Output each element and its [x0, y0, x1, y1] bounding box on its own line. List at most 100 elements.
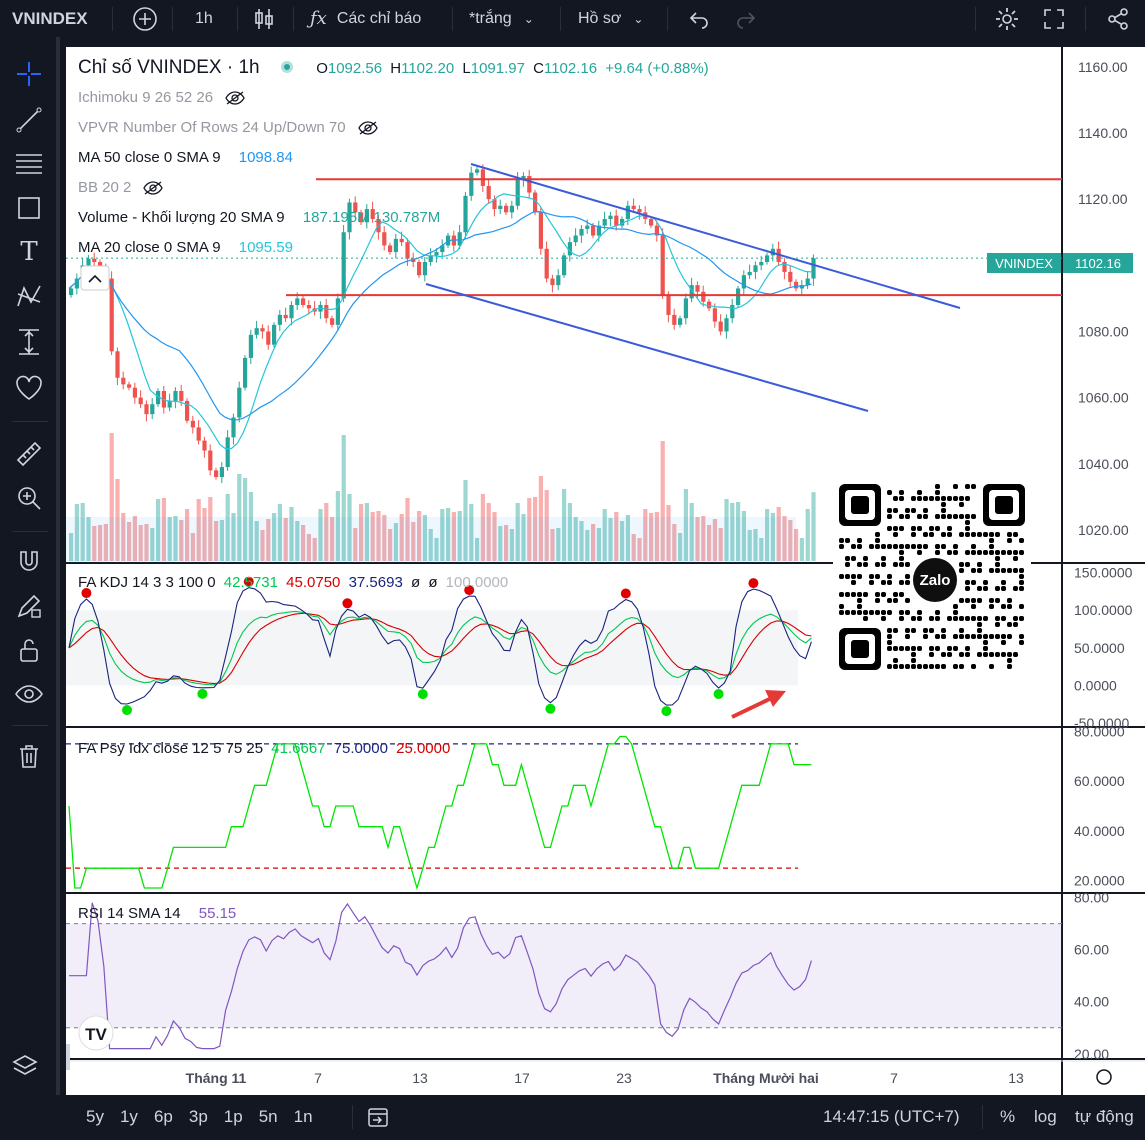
- fib-tool[interactable]: [10, 145, 48, 183]
- axis-settings-icon[interactable]: [1096, 1069, 1112, 1085]
- crosshair-tool[interactable]: [10, 55, 48, 93]
- qr-module: [899, 526, 904, 531]
- collapse-legend-button[interactable]: [80, 265, 110, 291]
- fullscreen-button[interactable]: [1042, 0, 1066, 37]
- pattern-tool[interactable]: [10, 277, 48, 315]
- undo-button[interactable]: [688, 0, 710, 37]
- log-toggle[interactable]: log: [1034, 1107, 1057, 1127]
- clock[interactable]: 14:47:15 (UTC+7): [823, 1107, 960, 1127]
- eye-off-icon[interactable]: [357, 121, 378, 135]
- range-button-6p[interactable]: 6p: [153, 1107, 173, 1126]
- psy-lower-value: 25.0000: [396, 740, 451, 757]
- symbol-label: VNINDEX: [12, 8, 88, 28]
- qr-module: [887, 544, 892, 549]
- zoom-tool[interactable]: [10, 479, 48, 517]
- measure-icon: [19, 329, 39, 355]
- volume-bar: [272, 513, 277, 561]
- pane-handle[interactable]: [66, 1044, 70, 1070]
- ichimoku-legend[interactable]: Ichimoku 9 26 52 26: [78, 89, 245, 106]
- kdj-e2-value: ø: [428, 574, 438, 591]
- range-button-1y[interactable]: 1y: [119, 1107, 138, 1126]
- candle-body: [330, 318, 335, 325]
- bb-legend[interactable]: BB 20 2: [78, 179, 164, 196]
- candle-body: [254, 328, 259, 335]
- tv-logo[interactable]: [78, 1015, 114, 1051]
- qr-module: [977, 586, 982, 591]
- tv-logo-mark: TV: [85, 1025, 107, 1044]
- ruler-tool[interactable]: [10, 435, 48, 473]
- template-dropdown[interactable]: *trắng ⌄: [469, 0, 534, 37]
- profile-dropdown[interactable]: Hồ sơ ⌄: [578, 0, 643, 37]
- qr-module: [881, 580, 886, 585]
- qr-module: [899, 610, 904, 615]
- qr-module: [1013, 616, 1018, 621]
- percent-toggle[interactable]: %: [1000, 1107, 1015, 1127]
- qr-module: [953, 610, 958, 615]
- rsi-legend[interactable]: RSI 14 SMA 14 55.15: [78, 905, 240, 922]
- favorites-tool[interactable]: [10, 369, 48, 407]
- visibility-tool[interactable]: [10, 675, 48, 713]
- qr-module: [959, 568, 964, 573]
- eye-off-icon[interactable]: [143, 181, 164, 195]
- qr-module: [857, 610, 862, 615]
- pencil-lock-icon: [17, 594, 41, 618]
- lock-tool[interactable]: [10, 631, 48, 669]
- volume-bar: [637, 538, 642, 561]
- qr-module: [959, 664, 964, 669]
- range-button-5n[interactable]: 5n: [258, 1107, 278, 1126]
- compare-button[interactable]: [132, 0, 158, 37]
- qr-module: [905, 610, 910, 615]
- candle-body: [498, 205, 503, 210]
- qr-module: [893, 496, 898, 501]
- range-button-5y[interactable]: 5y: [86, 1107, 104, 1126]
- share-button[interactable]: [1106, 0, 1130, 37]
- ma50-line: [68, 210, 812, 421]
- goto-date-button[interactable]: [366, 1105, 390, 1134]
- interval-button[interactable]: 1h: [195, 0, 213, 37]
- candle-body: [359, 212, 364, 223]
- range-button-1p[interactable]: 1p: [223, 1107, 243, 1126]
- remove-drawings-tool[interactable]: [10, 737, 48, 775]
- draw-mode-tool[interactable]: [10, 587, 48, 625]
- eye-off-icon[interactable]: [225, 91, 245, 105]
- chart-type-button[interactable]: [253, 0, 275, 37]
- measure-tool[interactable]: [10, 323, 48, 361]
- indicators-button[interactable]: ƒx Các chỉ báo: [310, 0, 421, 37]
- qr-module: [983, 646, 988, 651]
- object-tree-tool[interactable]: [6, 1047, 44, 1085]
- qr-module: [1019, 568, 1024, 573]
- volume-legend[interactable]: Volume - Khối lượng 20 SMA 9 187.195M 130…: [78, 209, 444, 226]
- text-tool[interactable]: T: [10, 233, 48, 271]
- magnet-tool[interactable]: [10, 543, 48, 581]
- candle-body: [150, 404, 155, 415]
- kdj-legend[interactable]: FA KDJ 14 3 3 100 0 42.5731 45.0750 37.5…: [78, 574, 512, 591]
- kdj-pane: 150.0000 100.0000 50.0000 0.0000 -50.0000: [66, 565, 1133, 731]
- qr-module: [917, 526, 922, 531]
- range-button-1n[interactable]: 1n: [293, 1107, 313, 1126]
- qr-module: [893, 598, 898, 603]
- psy-legend[interactable]: FA Psy Idx close 12 5 75 25 41.6667 75.0…: [78, 740, 454, 757]
- qr-module: [905, 634, 910, 639]
- settings-button[interactable]: [994, 0, 1020, 37]
- share-icon: [1108, 7, 1128, 30]
- chart-area[interactable]: 150.0000 100.0000 50.0000 0.0000 -50.0000 80…: [66, 47, 1145, 1095]
- chart-canvas[interactable]: 150.0000 100.0000 50.0000 0.0000 -50.0000 80…: [66, 47, 1145, 1095]
- volume-bar: [556, 528, 561, 561]
- qr-module: [911, 628, 916, 633]
- vpvr-legend[interactable]: VPVR Number Of Rows 24 Up/Down 70: [78, 119, 378, 136]
- ma50-legend[interactable]: MA 50 close 0 SMA 9 1098.84: [78, 149, 297, 166]
- ma20-legend[interactable]: MA 20 close 0 SMA 9 1095.59: [78, 239, 297, 256]
- range-button-3p[interactable]: 3p: [188, 1107, 208, 1126]
- redo-button[interactable]: [735, 0, 757, 37]
- volume-bar: [538, 476, 543, 561]
- symbol-search[interactable]: VNINDEX: [12, 0, 88, 37]
- qr-module: [1007, 652, 1012, 657]
- qr-module: [917, 610, 922, 615]
- time-axis-label: 13: [412, 1070, 428, 1086]
- qr-module: [965, 586, 970, 591]
- candle-body: [533, 192, 538, 213]
- trendline-tool[interactable]: [10, 101, 48, 139]
- volume-bar: [277, 504, 282, 561]
- shape-tool[interactable]: [10, 189, 48, 227]
- auto-toggle[interactable]: tự động: [1075, 1107, 1134, 1127]
